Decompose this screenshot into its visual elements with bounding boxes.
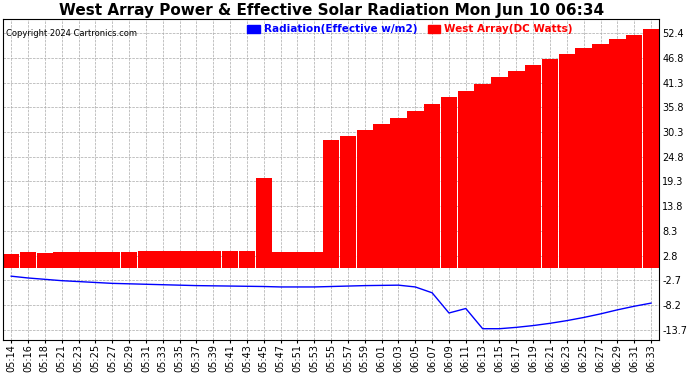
Bar: [188, 252, 205, 268]
Bar: [255, 178, 272, 268]
Bar: [559, 54, 575, 268]
Bar: [339, 136, 356, 268]
Bar: [592, 44, 609, 268]
Bar: [575, 48, 592, 268]
Bar: [104, 252, 121, 268]
Bar: [508, 72, 524, 268]
Bar: [37, 253, 53, 268]
Bar: [424, 104, 440, 268]
Bar: [357, 130, 373, 268]
Bar: [373, 124, 390, 268]
Bar: [323, 140, 339, 268]
Bar: [626, 34, 642, 268]
Bar: [289, 252, 306, 268]
Bar: [441, 97, 457, 268]
Bar: [53, 252, 70, 268]
Bar: [475, 84, 491, 268]
Bar: [121, 252, 137, 268]
Text: Copyright 2024 Cartronics.com: Copyright 2024 Cartronics.com: [6, 28, 137, 38]
Bar: [222, 251, 238, 268]
Bar: [306, 252, 322, 268]
Title: West Array Power & Effective Solar Radiation Mon Jun 10 06:34: West Array Power & Effective Solar Radia…: [59, 3, 604, 18]
Bar: [137, 252, 154, 268]
Bar: [70, 252, 87, 268]
Bar: [87, 252, 104, 268]
Bar: [273, 252, 289, 268]
Bar: [542, 59, 558, 268]
Bar: [155, 252, 171, 268]
Bar: [391, 118, 406, 268]
Bar: [407, 111, 424, 268]
Bar: [239, 251, 255, 268]
Bar: [491, 77, 508, 268]
Bar: [643, 29, 659, 268]
Bar: [205, 252, 221, 268]
Legend: Radiation(Effective w/m2), West Array(DC Watts): Radiation(Effective w/m2), West Array(DC…: [247, 24, 573, 34]
Bar: [525, 65, 542, 268]
Bar: [3, 254, 19, 268]
Bar: [20, 252, 37, 268]
Bar: [171, 252, 188, 268]
Bar: [609, 39, 626, 268]
Bar: [457, 91, 474, 268]
